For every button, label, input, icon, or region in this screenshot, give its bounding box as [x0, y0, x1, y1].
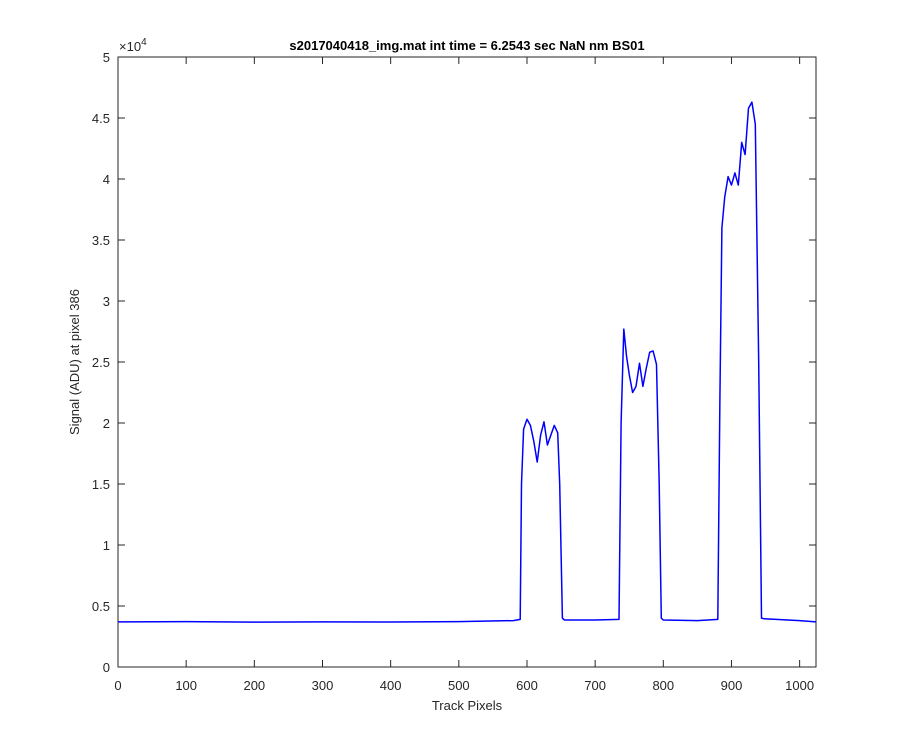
y-axis-label: Signal (ADU) at pixel 386	[67, 289, 82, 435]
y-tick-label: 4	[103, 172, 110, 187]
y-axis: 0 0.5 1 1.5 2 2.5 3 3.5 4 4.5 5	[92, 50, 816, 675]
x-tick-label: 600	[516, 678, 538, 693]
x-tick-label: 1000	[785, 678, 814, 693]
x-tick-label: 200	[243, 678, 265, 693]
y-exponent-power: 4	[141, 37, 147, 48]
x-tick-label: 300	[312, 678, 334, 693]
x-tick-label: 900	[721, 678, 743, 693]
svg-text:×104: ×104	[119, 37, 147, 54]
x-axis: 0 100 200 300 400 500 600 700 800 900 1000	[114, 57, 814, 693]
plot-frame	[117, 56, 817, 668]
plot-area	[117, 56, 817, 668]
y-tick-label: 1.5	[92, 477, 110, 492]
x-axis-label: Track Pixels	[432, 698, 503, 713]
x-tick-label: 400	[380, 678, 402, 693]
x-tick-label: 100	[175, 678, 197, 693]
y-tick-label: 4.5	[92, 111, 110, 126]
x-tick-label: 700	[584, 678, 606, 693]
y-tick-label: 1	[103, 538, 110, 553]
x-tick-label: 0	[114, 678, 121, 693]
chart-title: s2017040418_img.mat int time = 6.2543 se…	[289, 38, 644, 53]
y-tick-label: 0	[103, 660, 110, 675]
x-tick-label: 500	[448, 678, 470, 693]
y-tick-label: 2.5	[92, 355, 110, 370]
y-tick-label: 5	[103, 50, 110, 65]
y-tick-label: 3	[103, 294, 110, 309]
y-exponent-label: ×104	[119, 37, 147, 54]
series-layer	[117, 101, 817, 623]
x-tick-label: 800	[652, 678, 674, 693]
y-tick-label: 2	[103, 416, 110, 431]
y-tick-label: 0.5	[92, 599, 110, 614]
y-exponent-base: ×10	[119, 39, 141, 54]
y-tick-label: 3.5	[92, 233, 110, 248]
series-line	[117, 101, 817, 623]
